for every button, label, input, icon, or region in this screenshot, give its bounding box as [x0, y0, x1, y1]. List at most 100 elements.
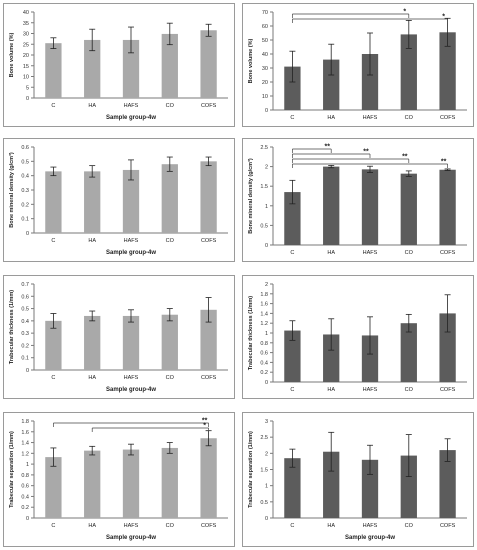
category-label: C [290, 250, 294, 256]
y-tick-label: 3 [265, 419, 268, 425]
category-label: COFS [201, 103, 217, 109]
y-tick-label: 15 [23, 64, 29, 70]
y-tick-label: 0 [26, 368, 29, 374]
y-tick-label: 1.4 [21, 441, 29, 447]
bar [200, 438, 217, 518]
bar [122, 39, 140, 98]
chart-panel-separation-left: 0 0.2 0.4 0.6 0.8 1 1.2 1.4 1.6 1.8 Trabecular sep… [3, 412, 235, 547]
category-label: CO [405, 523, 414, 529]
significance-label: ** [202, 418, 208, 425]
bar [400, 323, 417, 382]
y-axis-title: Trabecular thickness (1/mm) [9, 290, 15, 364]
y-tick-label: 0.2 [21, 505, 29, 511]
y-tick-label: 20 [262, 80, 268, 86]
y-tick-label: 1.2 [260, 321, 268, 327]
category-label: CO [166, 375, 175, 381]
y-tick-label: 25 [23, 42, 29, 48]
y-tick-label: 1.6 [260, 302, 268, 308]
bar [361, 335, 379, 382]
y-tick-label: 2.5 [260, 145, 268, 151]
x-axis-title: Sample group-4w [106, 115, 156, 121]
category-label: COFS [440, 523, 456, 529]
bar [45, 171, 62, 233]
category-label: HA [88, 103, 96, 109]
category-label: HA [327, 523, 335, 529]
y-axis-title: Trabecular separation (1/mm) [9, 431, 15, 508]
y-tick-label: 10 [23, 75, 29, 81]
chart-panel-bmd-right: 0 0.5 1 1.5 2 2.5 Bone mineral density (g/cm³)… [242, 138, 474, 262]
y-tick-label: 0.5 [21, 307, 29, 313]
x-axis-title: Sample group-4w [106, 535, 156, 541]
y-tick-label: 1.4 [260, 311, 268, 317]
significance-label: * [403, 9, 406, 16]
bar [284, 330, 301, 382]
x-axis-title: Sample group-4w [106, 387, 156, 393]
bar [84, 171, 101, 233]
y-axis-title: Bone volume (%) [9, 33, 15, 78]
significance-label: ** [441, 159, 447, 166]
y-tick-label: 0 [265, 380, 268, 386]
bar [439, 450, 456, 518]
y-tick-label: 0.5 [260, 223, 268, 229]
category-label: HA [88, 523, 96, 529]
bar [323, 451, 340, 518]
y-tick-label: 10 [262, 94, 268, 100]
y-tick-label: 0 [265, 243, 268, 249]
y-tick-label: 0.8 [21, 473, 29, 479]
y-tick-label: 0.5 [21, 159, 29, 165]
bar [84, 315, 101, 370]
category-label: CO [405, 387, 414, 393]
chart-svg: 0 0.5 1 1.5 2 2.5 3 Trabecular separation (1/mm… [248, 419, 467, 541]
bar [122, 315, 140, 370]
significance-label: * [442, 14, 445, 21]
bar [84, 450, 101, 518]
y-tick-label: 0.2 [260, 370, 268, 376]
y-tick-label: 0.1 [21, 356, 29, 362]
chart-panel-thickness-right: 0 0.2 0.4 0.6 0.8 1 1.2 1.4 1.6 1.8 2 Trabecular th… [242, 275, 474, 399]
y-tick-label: 0 [265, 108, 268, 114]
bar [361, 459, 379, 518]
y-tick-label: 0.8 [260, 341, 268, 347]
significance-label: ** [363, 149, 369, 156]
y-tick-label: 0.6 [21, 145, 29, 151]
y-tick-label: 0 [265, 516, 268, 522]
category-label: HA [88, 375, 96, 381]
y-tick-label: 20 [23, 53, 29, 59]
bar [400, 455, 417, 518]
category-label: HA [88, 238, 96, 244]
y-tick-label: 2.5 [260, 435, 268, 441]
x-axis-title: Sample group-4w [106, 250, 156, 256]
y-tick-label: 0.3 [21, 188, 29, 194]
y-tick-label: 1.5 [260, 468, 268, 474]
chart-svg: 0 10 20 30 40 50 60 70 Bone volume (%) C HA HAFS CO C… [248, 9, 467, 121]
category-label: HAFS [363, 115, 378, 121]
y-tick-label: 0.4 [21, 494, 29, 500]
category-label: C [51, 238, 55, 244]
y-tick-label: 1 [265, 331, 268, 337]
y-tick-label: 2 [265, 282, 268, 288]
category-label: COFS [201, 375, 217, 381]
category-label: HAFS [124, 523, 139, 529]
chart-svg: 0 5 10 15 20 25 30 35 40 Bone volume (%) C HA HAFS CO… [9, 10, 228, 121]
bar [284, 458, 301, 518]
category-label: HA [327, 250, 335, 256]
category-label: CO [166, 523, 175, 529]
y-tick-label: 35 [23, 21, 29, 27]
y-tick-label: 1 [26, 462, 29, 468]
chart-svg: 0 0.2 0.4 0.6 0.8 1 1.2 1.4 1.6 1.8 Trabecular sep… [9, 418, 228, 541]
bar [361, 169, 379, 245]
y-tick-label: 0.2 [21, 343, 29, 349]
bar [439, 313, 456, 382]
category-label: HAFS [124, 238, 139, 244]
category-label: HA [327, 115, 335, 121]
category-label: CO [405, 115, 414, 121]
chart-svg: 0 0.2 0.4 0.6 0.8 1 1.2 1.4 1.6 1.8 2 Trabecular th… [248, 282, 467, 393]
category-label: CO [166, 103, 175, 109]
bar [45, 43, 62, 98]
y-axis-title: Bone mineral density (g/cm³) [247, 158, 254, 234]
bar [122, 169, 140, 233]
y-tick-label: 70 [262, 10, 268, 16]
y-tick-label: 1 [265, 204, 268, 210]
y-tick-label: 30 [262, 66, 268, 72]
y-tick-label: 0.4 [21, 174, 29, 180]
